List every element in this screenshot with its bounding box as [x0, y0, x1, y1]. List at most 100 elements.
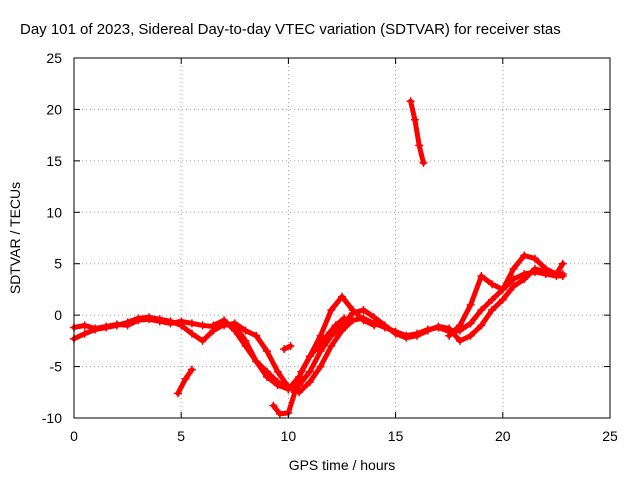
data-point	[80, 321, 89, 330]
data-point	[112, 321, 121, 330]
y-tick-label: 20	[46, 101, 62, 117]
data-point	[305, 367, 314, 376]
data-point	[284, 385, 293, 394]
data-point	[445, 324, 454, 333]
data-point	[466, 300, 475, 309]
series-track-7	[406, 97, 428, 167]
data-point	[530, 264, 539, 273]
data-series	[70, 97, 567, 418]
data-point	[314, 342, 323, 350]
data-point	[530, 254, 539, 263]
data-point	[198, 321, 207, 330]
data-point	[331, 321, 340, 330]
data-point	[198, 336, 207, 345]
series-track-8	[445, 251, 567, 340]
data-point	[123, 318, 132, 327]
data-point	[327, 306, 336, 314]
data-point	[359, 306, 368, 314]
data-point	[488, 280, 497, 289]
series-track-5	[280, 342, 295, 354]
data-point	[241, 342, 250, 350]
data-point	[541, 264, 550, 273]
data-point	[273, 367, 282, 376]
data-point	[413, 331, 422, 340]
y-tick-label: 25	[46, 50, 62, 66]
ticks: 0 5 10 15 20 25 -10 -5 0 5 10 15 20 25	[42, 50, 618, 444]
data-point	[520, 251, 529, 260]
data-point	[359, 316, 368, 325]
data-point	[177, 321, 186, 330]
data-point	[262, 372, 271, 381]
data-point	[269, 401, 278, 410]
data-point	[275, 409, 284, 418]
data-point	[488, 306, 497, 314]
data-point	[327, 342, 336, 350]
data-point	[145, 313, 154, 322]
data-point	[488, 295, 497, 304]
data-point	[455, 336, 464, 345]
data-point	[280, 345, 289, 354]
data-point	[91, 325, 100, 334]
data-point	[348, 306, 357, 314]
y-tick-label: 0	[54, 307, 62, 323]
data-point	[477, 306, 486, 314]
x-tick-label: 15	[388, 428, 404, 444]
y-axis-label: SDTVAR / TECUs	[7, 182, 23, 294]
x-tick-label: 20	[495, 428, 511, 444]
data-point	[434, 322, 443, 331]
data-point	[419, 158, 428, 167]
y-tick-label: 10	[46, 204, 62, 220]
data-point	[509, 282, 518, 291]
data-point	[80, 329, 89, 338]
data-point	[558, 259, 567, 268]
data-point	[370, 313, 379, 322]
data-point	[290, 388, 299, 397]
series-track-4	[269, 314, 349, 418]
data-point	[305, 352, 314, 361]
data-point	[520, 275, 529, 284]
data-point	[134, 314, 143, 323]
data-point	[406, 97, 415, 106]
y-tick-label: 15	[46, 153, 62, 169]
data-point	[477, 321, 486, 330]
data-point	[370, 321, 379, 330]
y-tick-label: -5	[50, 359, 63, 375]
data-point	[340, 314, 349, 323]
data-point	[102, 323, 111, 332]
grid	[74, 58, 610, 418]
data-point	[252, 357, 261, 366]
plot-frame	[73, 57, 611, 419]
x-axis-label: GPS time / hours	[289, 457, 396, 473]
chart-title: Day 101 of 2023, Sidereal Day-to-day VTE…	[20, 21, 561, 38]
data-point	[552, 270, 561, 278]
data-point	[209, 321, 218, 330]
series-line	[210, 294, 377, 392]
data-point	[166, 317, 175, 326]
data-point	[187, 365, 196, 374]
data-point	[316, 347, 325, 356]
data-point	[187, 319, 196, 328]
data-point	[338, 292, 346, 301]
data-point	[455, 321, 464, 330]
data-point	[391, 329, 400, 338]
series-line	[71, 269, 566, 395]
series-track-3	[209, 292, 379, 394]
x-tick-label: 10	[281, 428, 297, 444]
x-tick-label: 5	[177, 428, 185, 444]
y-tick-label: 5	[54, 256, 62, 272]
data-point	[316, 362, 325, 371]
series-track-6	[173, 365, 196, 398]
data-point	[477, 272, 486, 281]
data-point	[466, 331, 475, 340]
series-line	[270, 315, 347, 417]
data-point	[423, 326, 432, 335]
data-point	[498, 295, 507, 304]
data-point	[410, 115, 419, 124]
data-point	[155, 315, 164, 324]
data-point	[466, 319, 475, 328]
data-point	[273, 381, 282, 390]
data-point	[380, 321, 389, 330]
data-point	[241, 326, 250, 335]
